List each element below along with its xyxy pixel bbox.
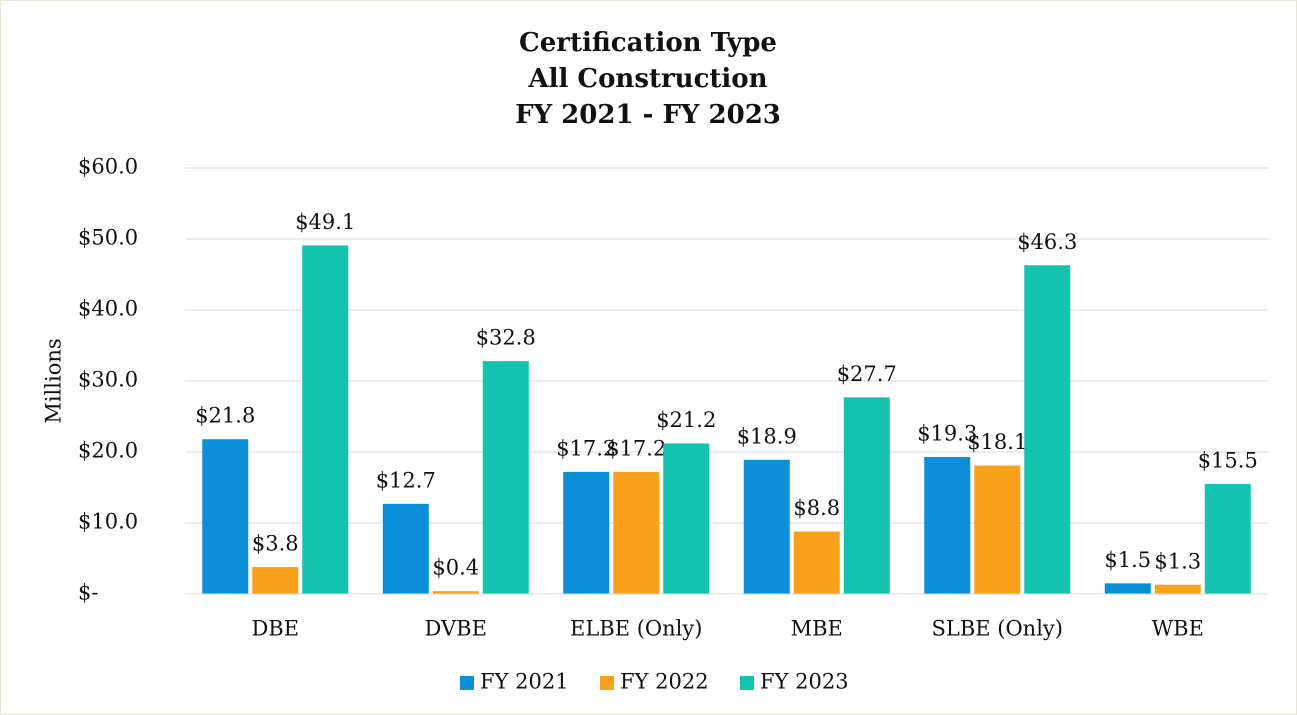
y-tick-label: $60.0	[78, 155, 138, 179]
bar	[382, 503, 429, 594]
data-label: $0.4	[432, 556, 479, 580]
y-tick-label: $-	[78, 581, 98, 605]
data-label: $49.1	[295, 210, 355, 234]
data-label: $1.3	[1154, 549, 1201, 573]
bar	[974, 465, 1021, 594]
data-label: $19.3	[917, 421, 977, 445]
data-label: $18.1	[967, 430, 1027, 454]
data-label: $21.8	[195, 404, 255, 428]
bar	[663, 443, 710, 594]
x-tick-label: DBE	[251, 617, 299, 641]
chart-title: Certification Type	[519, 28, 777, 58]
bar	[252, 567, 299, 594]
data-label: $15.5	[1198, 448, 1258, 472]
bar	[924, 456, 971, 594]
y-tick-label: $20.0	[78, 439, 138, 463]
data-label: $1.5	[1104, 548, 1151, 572]
bar	[1154, 584, 1201, 594]
legend-swatch	[460, 676, 474, 690]
x-tick-label: ELBE (Only)	[570, 617, 702, 641]
bar	[563, 471, 610, 594]
bar	[432, 591, 479, 594]
bar	[843, 397, 890, 594]
chart-title: All Construction	[527, 64, 767, 94]
bar	[1204, 483, 1251, 594]
bar	[1024, 265, 1071, 594]
data-label: $12.7	[376, 468, 436, 492]
bar	[793, 531, 840, 594]
legend-label: FY 2022	[620, 670, 709, 694]
y-tick-label: $50.0	[78, 226, 138, 250]
bar	[482, 361, 529, 594]
bar	[743, 459, 790, 594]
y-tick-label: $40.0	[78, 297, 138, 321]
bar	[202, 439, 249, 594]
legend-swatch	[600, 676, 614, 690]
y-tick-label: $10.0	[78, 510, 138, 534]
data-label: $3.8	[252, 532, 299, 556]
bar	[1104, 583, 1151, 594]
data-label: $17.2	[556, 436, 616, 460]
bar	[613, 471, 660, 594]
x-tick-label: MBE	[791, 617, 843, 641]
data-label: $32.8	[476, 326, 536, 350]
data-label: $8.8	[793, 496, 840, 520]
data-label: $18.9	[737, 424, 797, 448]
data-label: $21.2	[656, 408, 716, 432]
data-label: $27.7	[837, 362, 897, 386]
chart-title: FY 2021 - FY 2023	[515, 100, 781, 130]
x-tick-label: WBE	[1152, 617, 1204, 641]
x-tick-label: DVBE	[425, 617, 487, 641]
bar	[302, 245, 349, 594]
legend-label: FY 2023	[760, 670, 849, 694]
x-tick-label: SLBE (Only)	[932, 617, 1063, 641]
data-label: $17.2	[606, 436, 666, 460]
legend-swatch	[740, 676, 754, 690]
y-axis-label: Millions	[42, 338, 66, 423]
data-label: $46.3	[1017, 230, 1077, 254]
legend-label: FY 2021	[480, 670, 569, 694]
y-tick-label: $30.0	[78, 368, 138, 392]
